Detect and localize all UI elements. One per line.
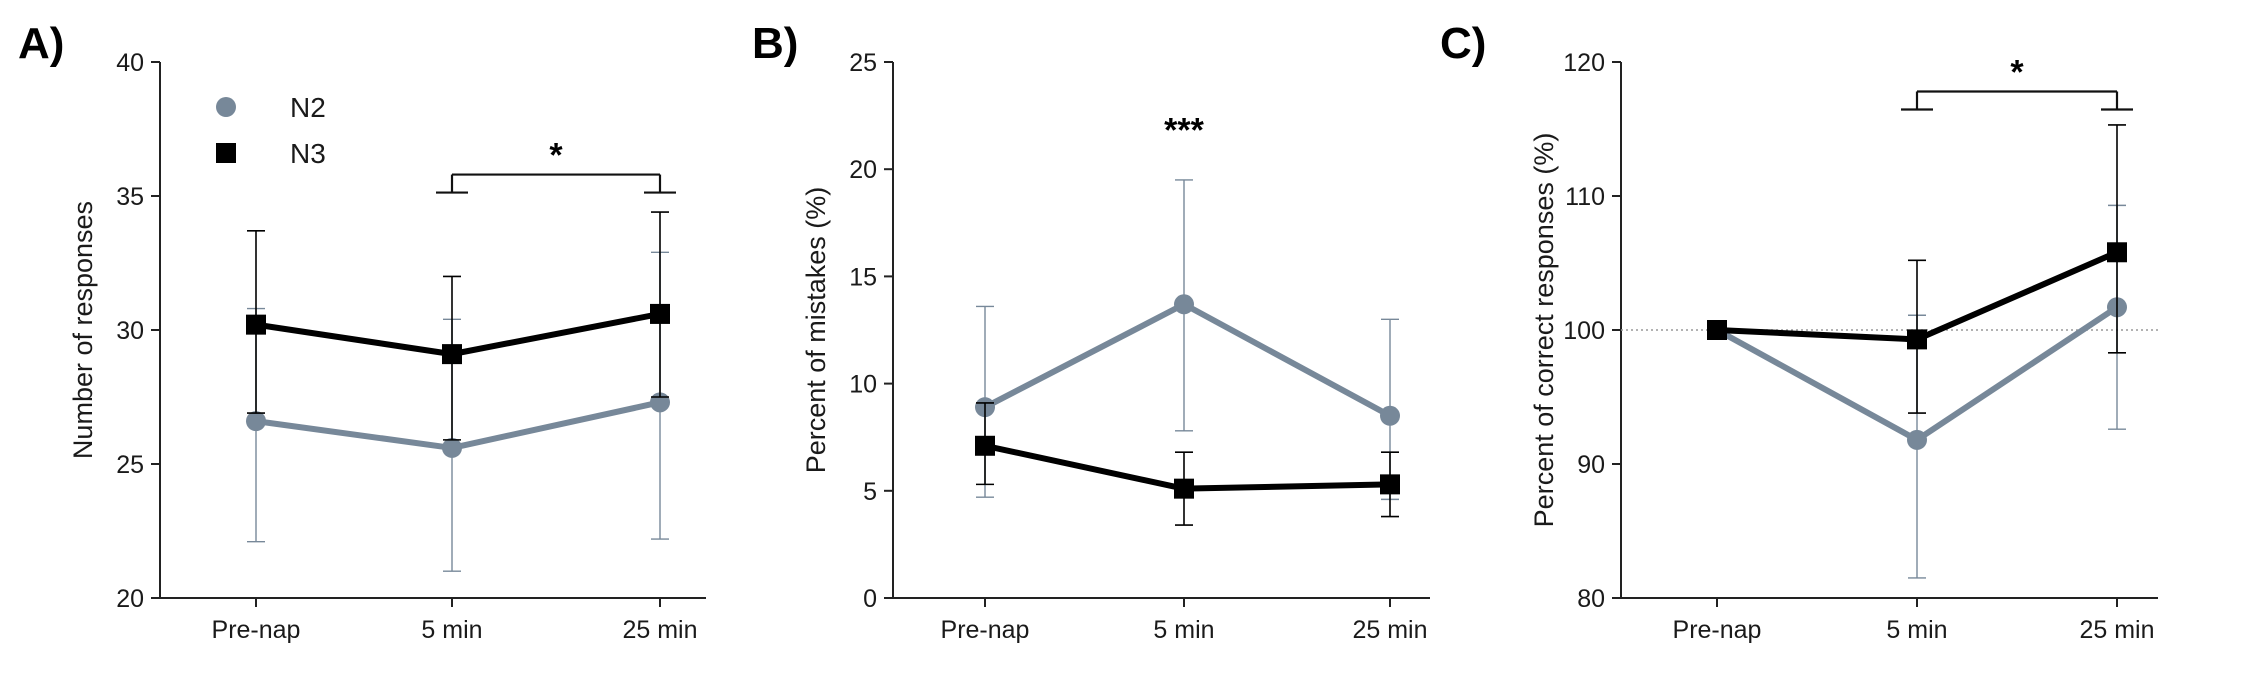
data-point xyxy=(1380,474,1400,495)
x-tick-label: Pre-nap xyxy=(941,616,1030,644)
data-point xyxy=(1707,320,1727,340)
x-tick-label: 25 min xyxy=(622,616,697,644)
panel-c: C) 80 90 100 110 120 Pre-nap 5 min 25 min Percent… xyxy=(1440,19,2158,644)
y-tick-label: 90 xyxy=(1577,451,1605,479)
y-tick-label: 100 xyxy=(1563,317,1605,345)
panel-label: B) xyxy=(752,19,798,68)
panel-a: A) 20 25 30 35 40 Pre-nap 5 min 25 min Number of … xyxy=(18,19,706,644)
y-tick-label: 25 xyxy=(116,451,144,479)
series-line xyxy=(983,301,1392,419)
significance-bracket: * xyxy=(436,137,676,194)
y-tick-label: 15 xyxy=(849,263,877,291)
x-tick-label: 25 min xyxy=(2079,616,2154,644)
x-tick-label: 5 min xyxy=(1886,616,1947,644)
significance-label: * xyxy=(2010,53,2024,91)
y-axis-title: Number of responses xyxy=(68,201,98,459)
significance-label: *** xyxy=(1164,111,1204,149)
y-tick-label: 110 xyxy=(1565,183,1605,211)
data-point xyxy=(246,314,266,335)
x-tick-label: 5 min xyxy=(1153,616,1214,644)
data-point xyxy=(2107,242,2127,263)
series-n3 xyxy=(246,211,670,441)
panel-label: A) xyxy=(18,19,64,68)
legend-label-n3: N3 xyxy=(290,138,326,169)
y-tick-label: 10 xyxy=(849,371,877,399)
data-point xyxy=(246,411,266,432)
data-point xyxy=(1174,478,1194,499)
data-point xyxy=(442,344,462,365)
y-tick-label: 120 xyxy=(1563,49,1605,77)
series-n2 xyxy=(975,179,1400,501)
panel-b: B) 0 5 10 15 20 25 Pre-nap 5 min 25 min Percent of… xyxy=(752,19,1430,644)
y-tick-label: 20 xyxy=(849,156,877,184)
series-n3 xyxy=(975,402,1400,526)
significance-label: * xyxy=(549,137,563,175)
y-tick-label: 25 xyxy=(849,49,877,77)
legend-marker-n3 xyxy=(216,143,236,163)
y-tick-label: 80 xyxy=(1577,585,1605,613)
data-point xyxy=(1174,294,1194,315)
legend-marker-n2 xyxy=(216,97,236,117)
series-n3 xyxy=(1707,124,2127,414)
data-point xyxy=(442,437,462,458)
y-axis-title: Percent of mistakes (%) xyxy=(801,187,831,474)
y-tick-label: 40 xyxy=(116,49,144,77)
legend-label-n2: N2 xyxy=(290,92,326,123)
data-point xyxy=(1380,405,1400,426)
data-point xyxy=(1907,329,1927,350)
y-tick-label: 30 xyxy=(116,317,144,345)
y-tick-label: 5 xyxy=(863,478,877,506)
data-point xyxy=(650,303,670,324)
y-axis-title: Percent of correct responses (%) xyxy=(1529,133,1559,528)
panel-label: C) xyxy=(1440,19,1486,68)
significance-bracket: * xyxy=(1901,53,2133,111)
x-tick-label: 5 min xyxy=(421,616,482,644)
data-point xyxy=(1907,429,1927,450)
x-tick-label: Pre-nap xyxy=(1673,616,1762,644)
x-tick-label: Pre-nap xyxy=(212,616,301,644)
y-tick-label: 35 xyxy=(116,183,144,211)
y-tick-label: 20 xyxy=(116,585,144,613)
data-point xyxy=(975,435,995,456)
x-tick-label: 25 min xyxy=(1352,616,1427,644)
y-tick-label: 0 xyxy=(863,585,877,613)
series-n2 xyxy=(246,251,670,572)
